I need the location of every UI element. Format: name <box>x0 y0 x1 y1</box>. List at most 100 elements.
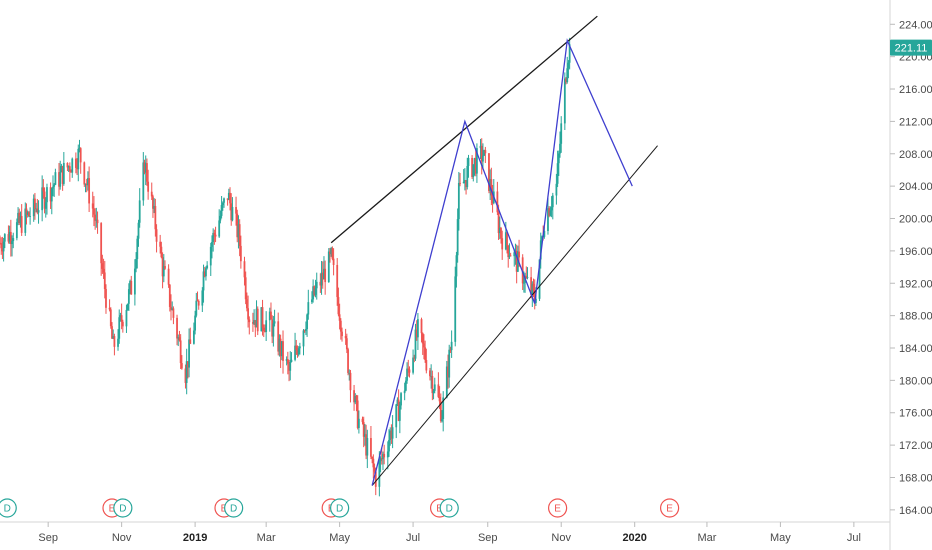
candle-body <box>304 329 307 331</box>
candle-body <box>206 265 209 269</box>
candle-body <box>17 212 19 223</box>
candle-body <box>526 277 529 278</box>
candle-body <box>143 162 146 173</box>
dividend-event-badge[interactable]: D <box>0 498 17 518</box>
candle-body <box>113 336 116 347</box>
candle-body <box>480 145 483 162</box>
candle-body <box>563 78 566 124</box>
candle-body <box>321 272 324 280</box>
candle-body <box>424 347 427 360</box>
candle-body <box>465 180 467 188</box>
candle-body <box>229 192 231 204</box>
candle-body <box>386 451 389 458</box>
candle-body <box>378 461 381 487</box>
candle-body <box>447 366 449 378</box>
candle-body <box>395 404 398 428</box>
candle-body <box>319 281 322 286</box>
candle-body <box>265 320 268 333</box>
event-badge-label: D <box>119 504 126 515</box>
candle-body <box>400 393 402 406</box>
y-tick-label: 164.00 <box>899 505 932 517</box>
candle-body <box>513 252 516 257</box>
candle-body <box>167 268 170 285</box>
candle-body <box>179 340 182 364</box>
dividend-event-badge[interactable]: D <box>439 498 459 518</box>
candle-body <box>488 153 490 191</box>
candle-body <box>471 157 473 178</box>
y-tick-label: 208.00 <box>899 149 932 161</box>
candle-body <box>70 171 72 173</box>
candle-body <box>203 271 206 277</box>
candle-body <box>473 158 476 165</box>
earnings-event-badge[interactable]: E <box>660 498 680 518</box>
candle-body <box>364 434 366 437</box>
candle-body <box>50 188 53 202</box>
candle-body <box>560 123 563 144</box>
candle-body <box>463 180 466 182</box>
candle-body <box>136 238 139 260</box>
candle-body <box>557 153 560 164</box>
candle-body <box>29 216 32 217</box>
dividend-event-badge[interactable]: D <box>330 498 350 518</box>
candle-body <box>314 288 317 295</box>
y-tick-label: 224.00 <box>899 19 932 31</box>
candle-body <box>238 224 241 246</box>
candle-body <box>501 238 504 250</box>
event-markers: DEDEDEDEDEE <box>0 498 680 518</box>
candle-body <box>483 150 486 156</box>
candle-body <box>60 166 63 173</box>
candle-body <box>271 319 274 337</box>
candle-body <box>543 230 546 237</box>
candle-body <box>329 251 331 255</box>
dividend-event-badge[interactable]: D <box>113 498 133 518</box>
candle-body <box>231 207 234 221</box>
candle-body <box>244 277 247 300</box>
candle-body <box>348 372 351 374</box>
candle-body <box>538 259 541 299</box>
candle-body <box>3 234 6 242</box>
candle-body <box>555 183 558 196</box>
candle-body <box>102 268 105 273</box>
candle-body <box>408 369 411 373</box>
candle-body <box>154 206 157 230</box>
candle-body <box>362 422 365 437</box>
x-tick-label: Nov <box>112 532 132 544</box>
candle-body <box>254 320 257 328</box>
candle-body <box>365 434 368 456</box>
candle-body <box>252 322 254 324</box>
candle-body <box>315 281 318 289</box>
candle-body <box>268 311 271 321</box>
y-tick-label: 204.00 <box>899 181 932 193</box>
candle-body <box>280 341 283 357</box>
x-tick-label: 2019 <box>183 532 207 544</box>
candle-body <box>403 390 406 394</box>
candle-body <box>103 272 106 290</box>
candle-body <box>297 348 300 355</box>
candle-body <box>406 368 408 381</box>
candle-body <box>509 255 512 257</box>
dividend-event-badge[interactable]: D <box>224 498 244 518</box>
candle-body <box>324 268 327 283</box>
y-tick-label: 168.00 <box>899 472 932 484</box>
candle-body <box>138 200 141 223</box>
y-axis: 224.00220.00216.00212.00208.00204.00200.… <box>890 19 932 517</box>
candle-body <box>236 213 239 238</box>
candle-body <box>155 229 158 242</box>
candle-body <box>302 330 305 347</box>
candle-body <box>78 148 81 149</box>
candle-body <box>61 166 64 184</box>
candle-body <box>567 62 570 69</box>
candle-body <box>91 203 94 209</box>
candle-body <box>357 418 360 428</box>
candle-body <box>105 289 107 308</box>
candle-body <box>186 361 189 368</box>
earnings-event-badge[interactable]: E <box>548 498 568 518</box>
candle-body <box>130 280 133 295</box>
candle-body <box>353 390 355 403</box>
candle-body <box>372 458 375 468</box>
x-axis: Sep Nov 2019 Mar May Jul Sep Nov 2020 Mar May Jul <box>38 522 861 544</box>
candle-body <box>96 219 99 224</box>
candle-body <box>320 272 323 286</box>
candle-body <box>479 145 482 149</box>
